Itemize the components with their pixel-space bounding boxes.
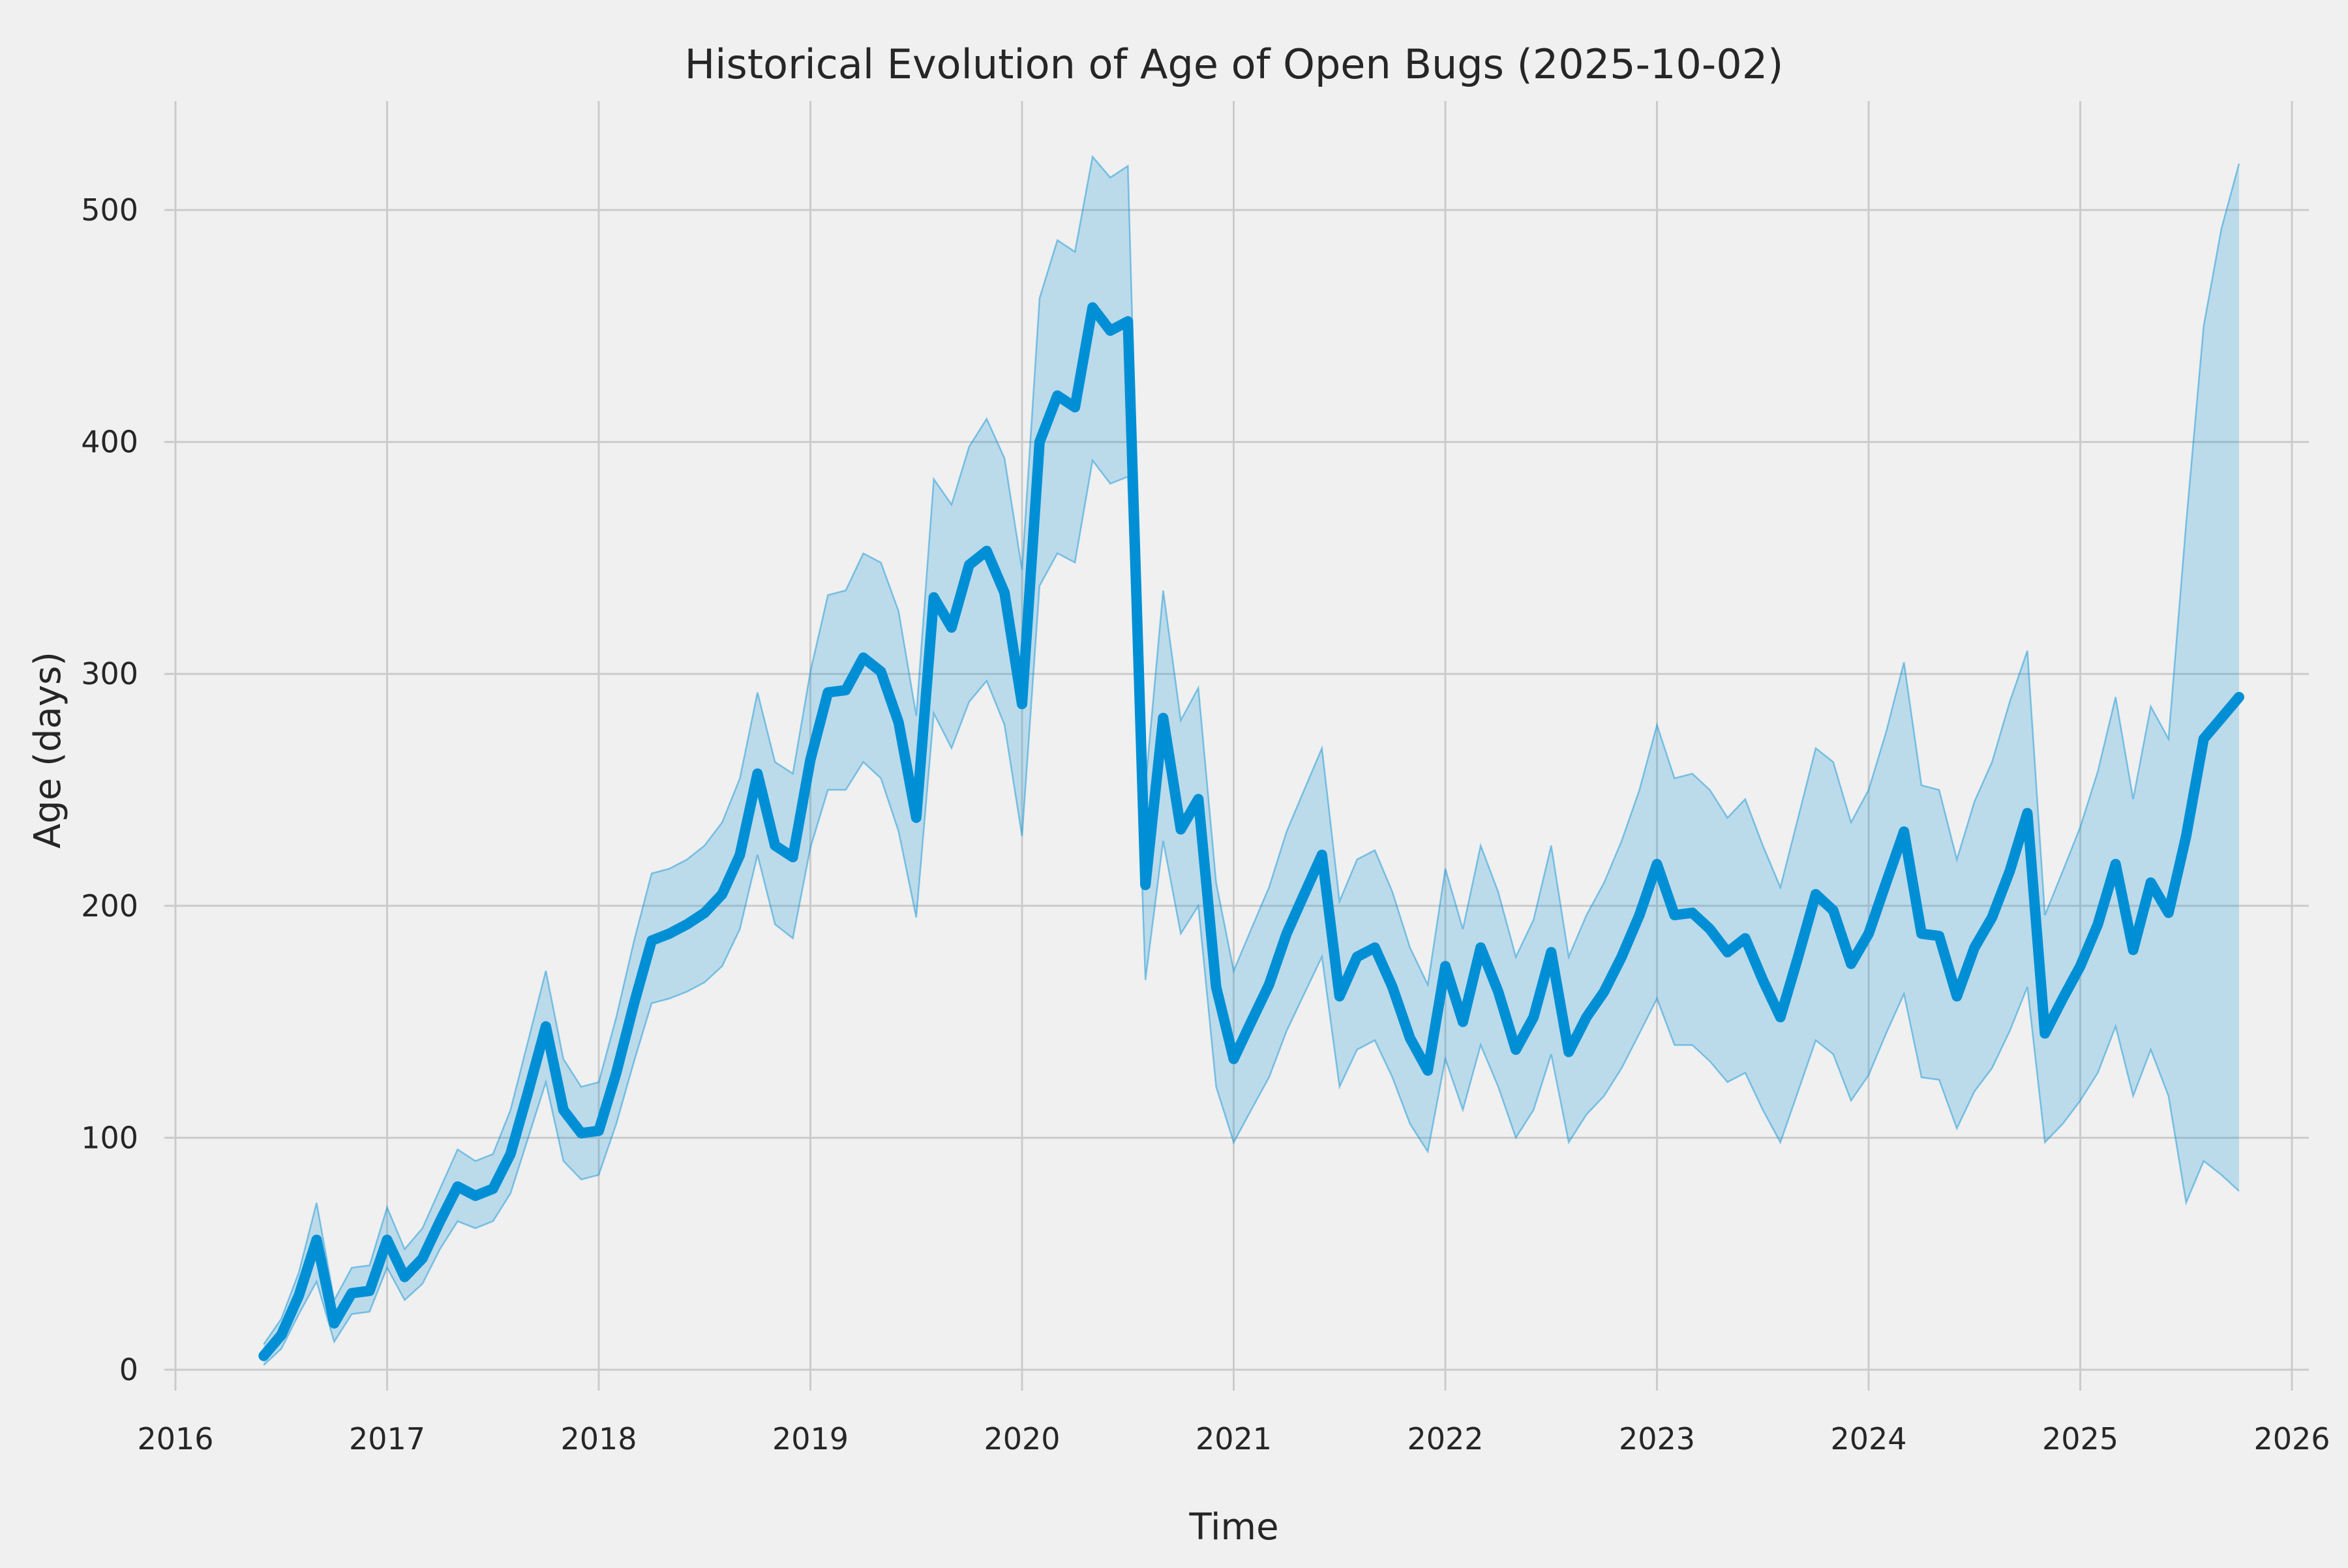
y-tick-label: 200 xyxy=(81,888,138,924)
y-tick-label: 400 xyxy=(81,425,138,460)
confidence-band-lower-edge xyxy=(263,458,2240,1366)
confidence-band xyxy=(263,157,2239,1365)
line-layer xyxy=(258,302,2244,1361)
y-tick-label: 300 xyxy=(81,656,138,691)
x-tick-label: 2017 xyxy=(349,1421,425,1456)
y-tick-label: 100 xyxy=(81,1120,138,1155)
x-tick-label: 2023 xyxy=(1619,1421,1695,1456)
y-tick-label: 500 xyxy=(81,192,138,228)
y-axis-label: Age (days) xyxy=(27,652,69,849)
grid-layer xyxy=(164,101,2309,1391)
confidence-band-upper-edge xyxy=(263,155,2240,1345)
tick-label-layer: 2016 2017 2018 2019 2020 2021 2022 2023 2024 2025… xyxy=(81,192,2330,1456)
x-tick-label: 2018 xyxy=(560,1421,637,1456)
x-tick-label: 2020 xyxy=(984,1421,1060,1456)
x-tick-label: 2024 xyxy=(1830,1421,1906,1456)
chart-title: Historical Evolution of Age of Open Bugs… xyxy=(685,40,1784,88)
x-tick-label: 2025 xyxy=(2042,1421,2118,1456)
y-tick-label: 0 xyxy=(119,1352,138,1387)
mean-line xyxy=(258,302,2244,1361)
x-tick-label: 2021 xyxy=(1196,1421,1272,1456)
x-tick-label: 2016 xyxy=(137,1421,213,1456)
x-tick-label: 2026 xyxy=(2253,1421,2330,1456)
confidence-band-layer xyxy=(263,155,2240,1366)
x-tick-label: 2019 xyxy=(772,1421,849,1456)
x-axis-label: Time xyxy=(1188,1506,1278,1548)
x-tick-label: 2022 xyxy=(1407,1421,1483,1456)
